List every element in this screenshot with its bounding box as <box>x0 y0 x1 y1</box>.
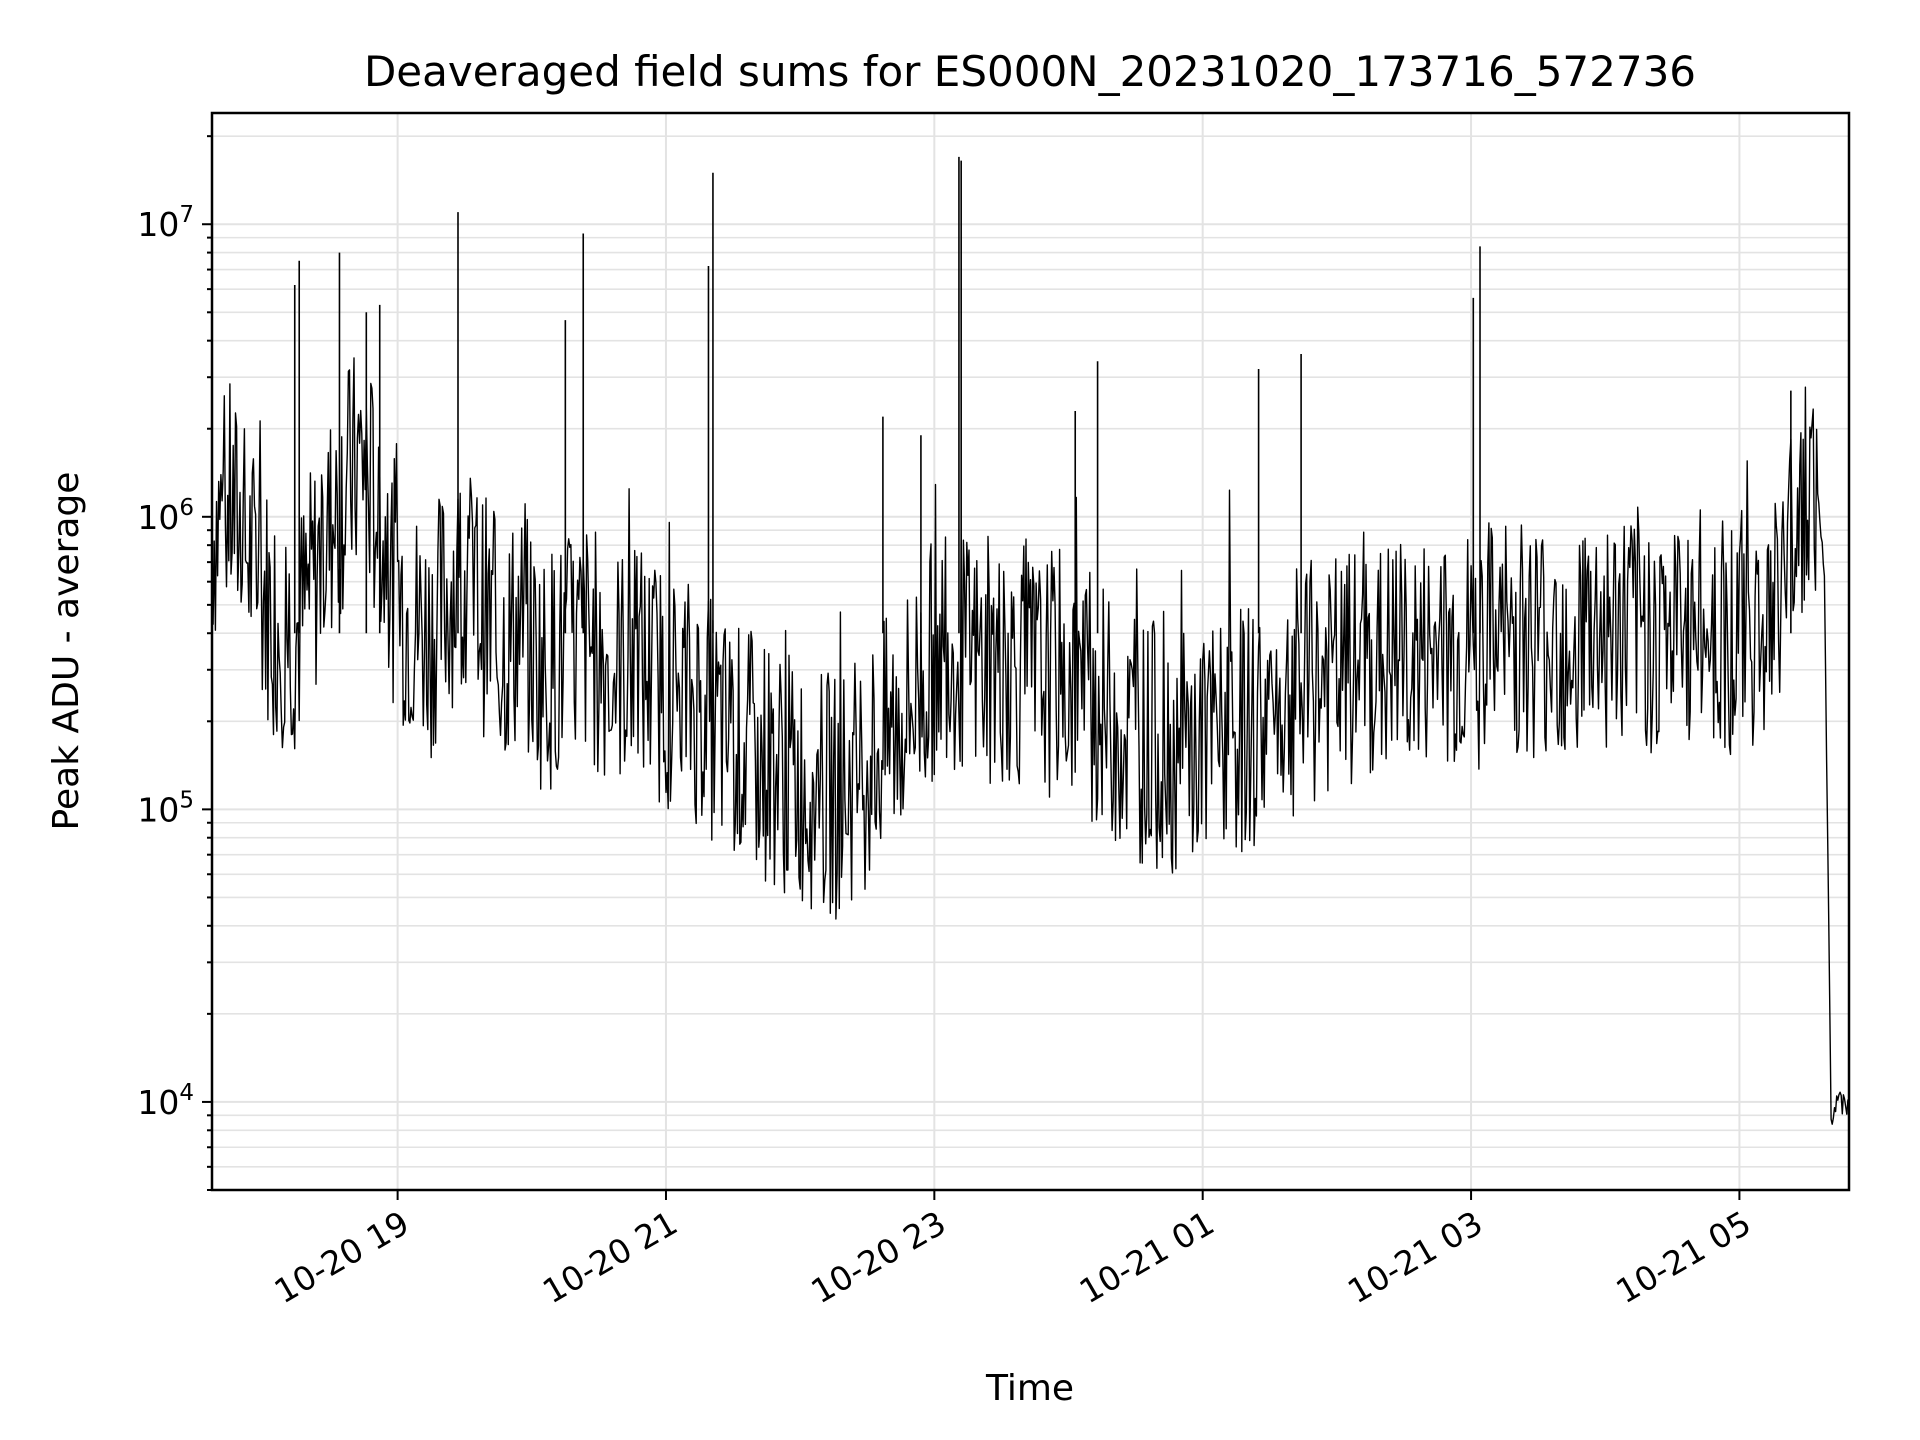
plot-frame <box>210 111 1851 1192</box>
y-tick-label: 106 <box>137 495 194 537</box>
series-line <box>211 357 1850 1125</box>
y-axis-label: Peak ADU - average <box>46 472 87 831</box>
data-layer <box>211 156 1850 1125</box>
grid-layer <box>212 113 1849 1191</box>
chart-title: Deaveraged field sums for ES000N_2023102… <box>364 47 1696 96</box>
y-tick-label: 105 <box>137 787 194 829</box>
x-axis-label: Time <box>985 1368 1074 1409</box>
y-tick-label: 107 <box>137 202 194 244</box>
y-tick-label: 104 <box>137 1080 194 1122</box>
